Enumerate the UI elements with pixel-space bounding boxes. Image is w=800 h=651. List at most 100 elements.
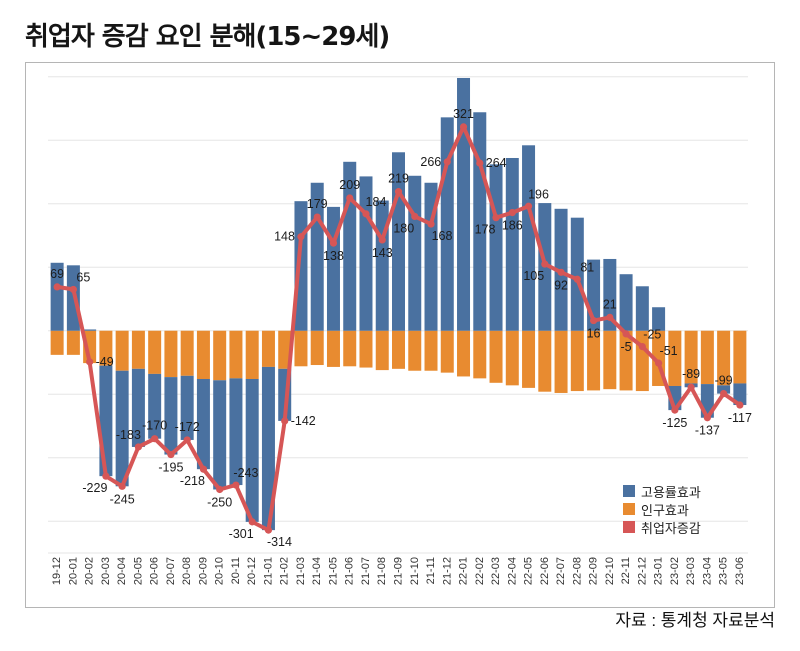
x-tick-label: 23-05	[718, 557, 730, 585]
employed-change-point	[362, 210, 370, 218]
x-tick-labels: 19-12 20-01 20-02 20-03 20-04 20-05 20-06 20-07…	[51, 557, 746, 585]
x-tick-label: 20-10	[214, 557, 226, 585]
data-label: 92	[554, 278, 568, 292]
employed-change-point	[427, 220, 435, 228]
x-tick-label: 22-12	[636, 557, 648, 585]
x-tick-label: 20-06	[149, 557, 161, 585]
x-tick-label: 20-04	[116, 557, 128, 585]
x-tick-label: 22-07	[555, 557, 567, 585]
bar-employment-rate-effect	[489, 164, 503, 331]
x-tick-label: 21-05	[327, 557, 339, 585]
bar-employment-rate-effect	[424, 182, 438, 331]
bar-population-effect	[164, 330, 178, 378]
x-tick-label: 21-08	[376, 557, 388, 585]
bar-population-effect	[538, 330, 552, 392]
bar-population-effect	[587, 330, 601, 391]
line-markers	[53, 123, 744, 534]
employed-change-point	[573, 275, 581, 283]
x-tick-label: 23-01	[653, 557, 665, 585]
bar-population-effect	[261, 330, 275, 367]
employed-change-point	[118, 482, 126, 490]
bar-employment-rate-effect	[50, 262, 64, 331]
employed-change-point	[86, 358, 94, 366]
x-tick-label: 23-06	[734, 557, 746, 585]
x-tick-label: 20-07	[165, 557, 177, 585]
x-tick-label: 20-05	[132, 557, 144, 585]
bar-population-effect	[326, 330, 340, 367]
employed-change-point	[622, 330, 630, 338]
bar-population-effect	[50, 330, 64, 355]
x-tick-label: 23-04	[701, 557, 713, 585]
bar-employment-rate-effect	[652, 307, 666, 331]
data-label: 321	[453, 107, 474, 121]
bar-population-effect	[619, 330, 633, 391]
x-tick-label: 21-06	[344, 557, 356, 585]
data-label: 209	[339, 178, 360, 192]
x-tick-label: 22-01	[458, 557, 470, 585]
employed-change-point	[687, 383, 695, 391]
data-label: 266	[420, 155, 441, 169]
employed-change-point	[638, 343, 646, 351]
employed-change-point	[720, 389, 728, 398]
bar-population-effect	[440, 330, 454, 373]
employed-change-point	[394, 188, 403, 196]
x-tick-label: 20-01	[67, 557, 79, 585]
x-tick-label: 21-01	[262, 557, 274, 585]
x-tick-label: 22-08	[571, 557, 583, 585]
data-label: -301	[229, 527, 254, 541]
data-label: 81	[580, 260, 594, 274]
bar-employment-rate-effect	[180, 375, 194, 440]
data-label: 148	[274, 230, 295, 244]
bar-population-effect	[424, 330, 438, 371]
bar-population-effect	[213, 330, 227, 381]
employed-change-point	[199, 465, 208, 473]
employed-change-point	[589, 316, 598, 325]
bar-employment-rate-effect	[603, 258, 617, 331]
bar-population-effect	[733, 330, 747, 384]
bar-employment-rate-effect	[570, 217, 584, 331]
employed-change-point	[329, 239, 338, 247]
chart-legend: 고용률효과 인구효과 취업자증감	[623, 482, 701, 536]
data-label: -137	[695, 424, 720, 438]
bar-employment-rate-effect	[733, 383, 747, 406]
employed-change-point	[53, 283, 61, 291]
chart-title: 취업자 증감 요인 분해(15~29세)	[25, 22, 390, 52]
data-label: -314	[267, 535, 292, 549]
x-tick-label: 22-11	[620, 557, 632, 584]
bar-population-effect	[505, 330, 519, 386]
x-tick-label: 21-03	[295, 557, 307, 585]
data-label: -195	[158, 461, 183, 475]
bar-population-effect	[148, 330, 162, 374]
data-label: -5	[621, 340, 632, 354]
data-label: 21	[603, 297, 617, 311]
x-tick-label: 20-08	[181, 557, 193, 585]
employed-change-point	[557, 268, 565, 276]
employed-change-point	[151, 435, 159, 443]
x-tick-label: 22-02	[474, 557, 486, 585]
employed-change-point	[654, 359, 663, 367]
bar-employment-rate-effect	[164, 377, 178, 455]
x-tick-label: 23-03	[685, 557, 697, 585]
x-tick-label: 21-12	[441, 557, 453, 585]
bar-population-effect	[196, 330, 210, 379]
data-label: 179	[307, 197, 328, 211]
legend-label: 고용률효과	[641, 484, 701, 500]
employed-change-point	[248, 518, 256, 526]
data-label: 178	[475, 223, 496, 237]
legend-label: 인구효과	[641, 502, 689, 518]
x-tick-label: 21-04	[311, 557, 323, 585]
x-tick-label: 20-03	[100, 557, 112, 585]
bar-employment-rate-effect	[619, 274, 633, 331]
employed-change-point	[281, 417, 289, 425]
data-label: -245	[110, 492, 135, 506]
data-label: -243	[233, 466, 258, 480]
data-label: 184	[366, 195, 387, 209]
bar-employment-rate-effect	[505, 157, 519, 331]
x-tick-label: 20-02	[84, 557, 96, 585]
employed-change-point	[232, 481, 240, 489]
employed-change-point	[703, 414, 711, 422]
legend-swatch-blue	[623, 485, 635, 497]
bar-population-effect	[245, 330, 259, 379]
bar-employment-rate-effect	[408, 175, 422, 331]
